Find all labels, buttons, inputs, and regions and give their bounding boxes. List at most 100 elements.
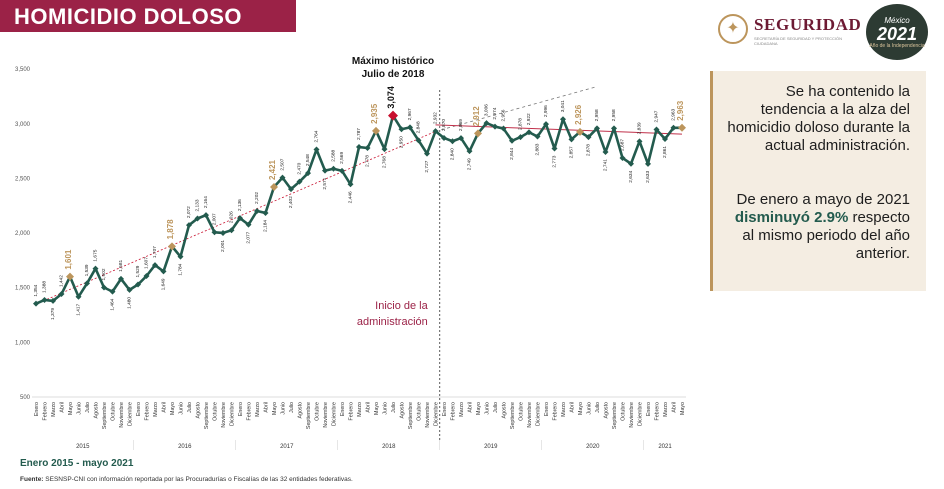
data-point — [424, 150, 430, 157]
data-point — [458, 135, 464, 142]
x-tick-month: Abril — [366, 402, 372, 413]
data-label: 2,963 — [671, 108, 677, 120]
x-tick-month: Marzo — [663, 402, 669, 417]
data-point — [602, 149, 609, 156]
data-point — [483, 120, 490, 127]
x-tick-year: 2019 — [484, 444, 498, 450]
x-tick-month: Septiembre — [408, 402, 414, 429]
x-tick-month: Agosto — [94, 402, 100, 419]
y-tick-label: 1,500 — [15, 286, 31, 292]
x-tick-month: Enero — [238, 402, 244, 416]
data-label: 2,507 — [280, 158, 286, 170]
data-point — [322, 167, 328, 174]
data-label: 2,001 — [220, 240, 226, 252]
x-tick-month: Junio — [179, 402, 185, 415]
data-label: 2,202 — [254, 192, 260, 204]
data-label: 2,773 — [552, 155, 558, 167]
data-label: 1,480 — [127, 297, 133, 309]
trend-line-extension — [435, 86, 598, 132]
x-tick-month: Noviembre — [323, 402, 329, 428]
mexico-2021-subtitle: Año de la Independencia — [869, 43, 925, 49]
x-tick-month: Noviembre — [629, 402, 635, 428]
data-point — [279, 174, 286, 181]
x-tick-year: 2016 — [178, 444, 192, 450]
x-tick-month: Octubre — [213, 402, 219, 421]
data-label: 2,922 — [526, 113, 532, 125]
data-point — [126, 286, 133, 293]
data-label: 1,417 — [76, 303, 82, 315]
data-point — [347, 181, 354, 188]
source-label: Fuente: — [20, 476, 44, 483]
data-point — [186, 222, 192, 229]
mexico-2021-year: 2021 — [876, 24, 918, 44]
x-tick-month: Marzo — [51, 402, 57, 417]
data-label: 2,470 — [297, 162, 303, 174]
administration-label: administración — [357, 316, 428, 328]
data-label: 2,778 — [365, 155, 371, 167]
data-label: 2,870 — [441, 119, 447, 131]
data-point — [92, 265, 99, 272]
x-tick-month: Octubre — [111, 402, 117, 421]
max-label: Julio de 2018 — [362, 69, 425, 80]
x-tick-year: 2020 — [586, 444, 600, 450]
data-label: 2,741 — [603, 159, 609, 171]
data-point — [568, 136, 575, 143]
x-tick-month: Noviembre — [119, 402, 125, 428]
x-tick-month: Julio — [595, 402, 601, 413]
data-point — [415, 137, 422, 144]
x-tick-month: Noviembre — [527, 402, 533, 428]
max-label: Máximo histórico — [352, 56, 434, 67]
data-label: 2,912 — [472, 106, 481, 127]
data-label: 2,548 — [305, 154, 311, 166]
mexico-2021-top: México — [884, 16, 910, 25]
data-label: 1,878 — [166, 219, 175, 240]
data-point — [143, 273, 150, 280]
x-tick-month: Junio — [383, 402, 389, 415]
data-label: 2,569 — [339, 152, 345, 164]
data-point — [364, 145, 371, 152]
data-point — [160, 268, 167, 275]
data-point — [75, 293, 82, 300]
y-tick-label: 500 — [20, 395, 31, 401]
data-label: 2,935 — [370, 103, 379, 124]
data-label: 2,840 — [450, 148, 456, 160]
x-tick-month: Agosto — [298, 402, 304, 419]
x-tick-year: 2018 — [382, 444, 396, 450]
data-point — [220, 229, 226, 236]
data-label: 1,607 — [144, 257, 150, 269]
y-tick-label: 2,500 — [15, 176, 31, 182]
data-label: 3,074 — [386, 86, 396, 109]
x-tick-month: Marzo — [153, 402, 159, 417]
data-point — [152, 262, 158, 269]
x-tick-month: Febrero — [553, 402, 559, 421]
x-tick-month: Octubre — [519, 402, 525, 421]
x-tick-month: Abril — [60, 402, 66, 413]
data-label: 2,861 — [662, 146, 668, 158]
data-label: 2,749 — [467, 158, 473, 170]
data-point — [109, 288, 116, 295]
eagle-emblem-icon: ✦ — [718, 14, 748, 44]
x-tick-month: Mayo — [170, 402, 176, 415]
data-label: 1,529 — [135, 265, 141, 277]
x-tick-month: Septiembre — [204, 402, 210, 429]
data-label: 3,041 — [560, 100, 566, 112]
data-label: 2,967 — [407, 108, 413, 120]
x-tick-month: Abril — [672, 402, 678, 413]
x-tick-month: Junio — [77, 402, 83, 415]
x-tick-month: Marzo — [561, 402, 567, 417]
data-label: 2,136 — [237, 199, 243, 211]
data-point — [500, 125, 507, 132]
data-point — [305, 170, 311, 177]
data-point — [662, 135, 668, 142]
data-label: 1,388 — [42, 281, 48, 293]
x-tick-month: Agosto — [502, 402, 508, 419]
x-tick-month: Diciembre — [434, 402, 440, 426]
x-tick-month: Diciembre — [230, 402, 236, 426]
y-tick-label: 3,500 — [15, 67, 31, 73]
data-point — [356, 144, 362, 151]
x-tick-year: 2017 — [280, 444, 294, 450]
data-point — [628, 160, 634, 167]
x-tick-month: Agosto — [196, 402, 202, 419]
data-label: 2,926 — [574, 104, 583, 125]
data-label: 1,581 — [118, 260, 124, 272]
